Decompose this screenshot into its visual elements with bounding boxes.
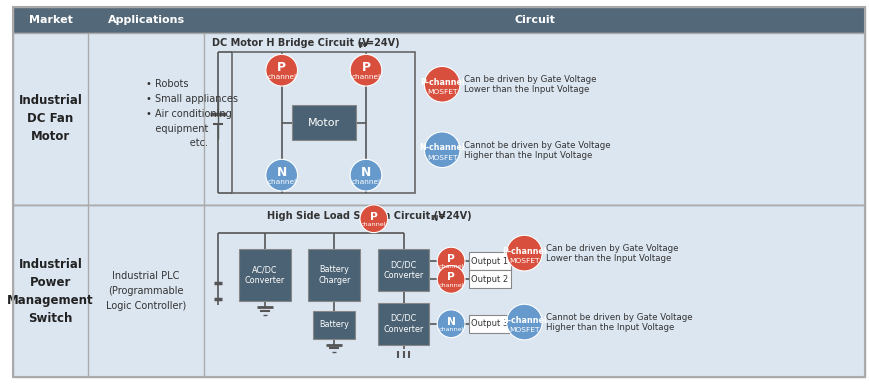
Text: Applications: Applications bbox=[108, 15, 184, 25]
Bar bbox=[468, 315, 510, 333]
Text: Cannot be driven by Gate Voltage: Cannot be driven by Gate Voltage bbox=[546, 313, 692, 322]
Text: Lower than the Input Voltage: Lower than the Input Voltage bbox=[463, 86, 588, 94]
Text: Output 1: Output 1 bbox=[471, 257, 507, 266]
Text: channel: channel bbox=[267, 179, 296, 185]
Text: Industrial PLC
(Programmable
Logic Controller): Industrial PLC (Programmable Logic Contr… bbox=[106, 271, 186, 311]
Circle shape bbox=[437, 247, 464, 275]
Bar bbox=[13, 205, 864, 377]
Text: DC/DC
Converter: DC/DC Converter bbox=[383, 260, 423, 280]
Text: Output 3: Output 3 bbox=[470, 319, 507, 328]
Text: IN: IN bbox=[430, 215, 438, 221]
Text: Battery
Charger: Battery Charger bbox=[318, 265, 350, 285]
Text: channel: channel bbox=[351, 74, 380, 80]
Text: P-channel: P-channel bbox=[501, 247, 546, 256]
Text: =24V): =24V) bbox=[438, 211, 471, 221]
Circle shape bbox=[506, 235, 541, 271]
Text: Industrial
DC Fan
Motor: Industrial DC Fan Motor bbox=[18, 94, 83, 143]
Text: N: N bbox=[276, 166, 287, 179]
Text: MOSFET: MOSFET bbox=[508, 258, 539, 264]
Text: Circuit: Circuit bbox=[514, 15, 554, 25]
Text: channel: channel bbox=[351, 179, 380, 185]
Bar bbox=[13, 7, 864, 33]
Circle shape bbox=[437, 265, 464, 293]
Text: • Robots
• Small appliances
• Air conditioning
   equipment
              etc.: • Robots • Small appliances • Air condit… bbox=[146, 79, 238, 148]
Text: Higher than the Input Voltage: Higher than the Input Voltage bbox=[463, 151, 592, 160]
Text: channel: channel bbox=[267, 74, 296, 80]
Bar bbox=[377, 303, 428, 344]
Circle shape bbox=[437, 310, 464, 338]
Text: Motor: Motor bbox=[308, 118, 340, 127]
Circle shape bbox=[349, 55, 381, 86]
Text: Higher than the Input Voltage: Higher than the Input Voltage bbox=[546, 323, 673, 332]
Circle shape bbox=[360, 205, 388, 233]
Text: Cannot be driven by Gate Voltage: Cannot be driven by Gate Voltage bbox=[463, 141, 610, 150]
Text: Can be driven by Gate Voltage: Can be driven by Gate Voltage bbox=[463, 75, 596, 84]
Circle shape bbox=[424, 132, 460, 167]
Text: channel: channel bbox=[361, 222, 386, 227]
Text: IN: IN bbox=[357, 42, 366, 48]
Text: Can be driven by Gate Voltage: Can be driven by Gate Voltage bbox=[546, 244, 678, 253]
Text: N: N bbox=[446, 317, 455, 327]
Text: DC Motor H Bridge Circuit (V: DC Motor H Bridge Circuit (V bbox=[212, 38, 369, 48]
Text: High Side Load Switch Circuit (V: High Side Load Switch Circuit (V bbox=[267, 211, 445, 221]
Text: P-channel: P-channel bbox=[420, 78, 464, 87]
Circle shape bbox=[424, 66, 460, 102]
Bar bbox=[239, 250, 290, 301]
Text: MOSFET: MOSFET bbox=[427, 89, 457, 95]
Text: AC/DC
Converter: AC/DC Converter bbox=[244, 265, 285, 285]
Bar bbox=[468, 252, 510, 270]
Bar bbox=[308, 250, 360, 301]
Text: N-channel: N-channel bbox=[419, 144, 465, 152]
Circle shape bbox=[266, 159, 297, 191]
Text: Battery: Battery bbox=[319, 320, 348, 329]
Bar bbox=[313, 311, 355, 339]
Circle shape bbox=[266, 55, 297, 86]
Text: Output 2: Output 2 bbox=[471, 275, 507, 284]
Text: N: N bbox=[361, 166, 371, 179]
Text: Market: Market bbox=[29, 15, 72, 25]
Bar bbox=[291, 105, 355, 140]
Text: Lower than the Input Voltage: Lower than the Input Voltage bbox=[546, 254, 671, 263]
Text: Industrial
Power
Management
Switch: Industrial Power Management Switch bbox=[7, 258, 94, 324]
Bar bbox=[468, 270, 510, 288]
Text: P: P bbox=[277, 61, 286, 74]
Text: MOSFET: MOSFET bbox=[427, 155, 457, 161]
Bar bbox=[13, 33, 864, 205]
Circle shape bbox=[506, 304, 541, 340]
Bar bbox=[377, 250, 428, 291]
Text: MOSFET: MOSFET bbox=[508, 327, 539, 333]
Circle shape bbox=[349, 159, 381, 191]
Text: P: P bbox=[447, 272, 454, 282]
Text: P: P bbox=[447, 254, 454, 264]
Text: DC/DC
Converter: DC/DC Converter bbox=[383, 314, 423, 334]
Text: channel: channel bbox=[438, 265, 463, 270]
Text: =24V): =24V) bbox=[366, 38, 399, 48]
Text: channel: channel bbox=[438, 283, 463, 288]
Text: P: P bbox=[369, 212, 377, 222]
Text: P: P bbox=[361, 61, 370, 74]
Text: channel: channel bbox=[438, 327, 463, 332]
Bar bbox=[232, 52, 415, 193]
Text: N-channel: N-channel bbox=[501, 316, 547, 325]
